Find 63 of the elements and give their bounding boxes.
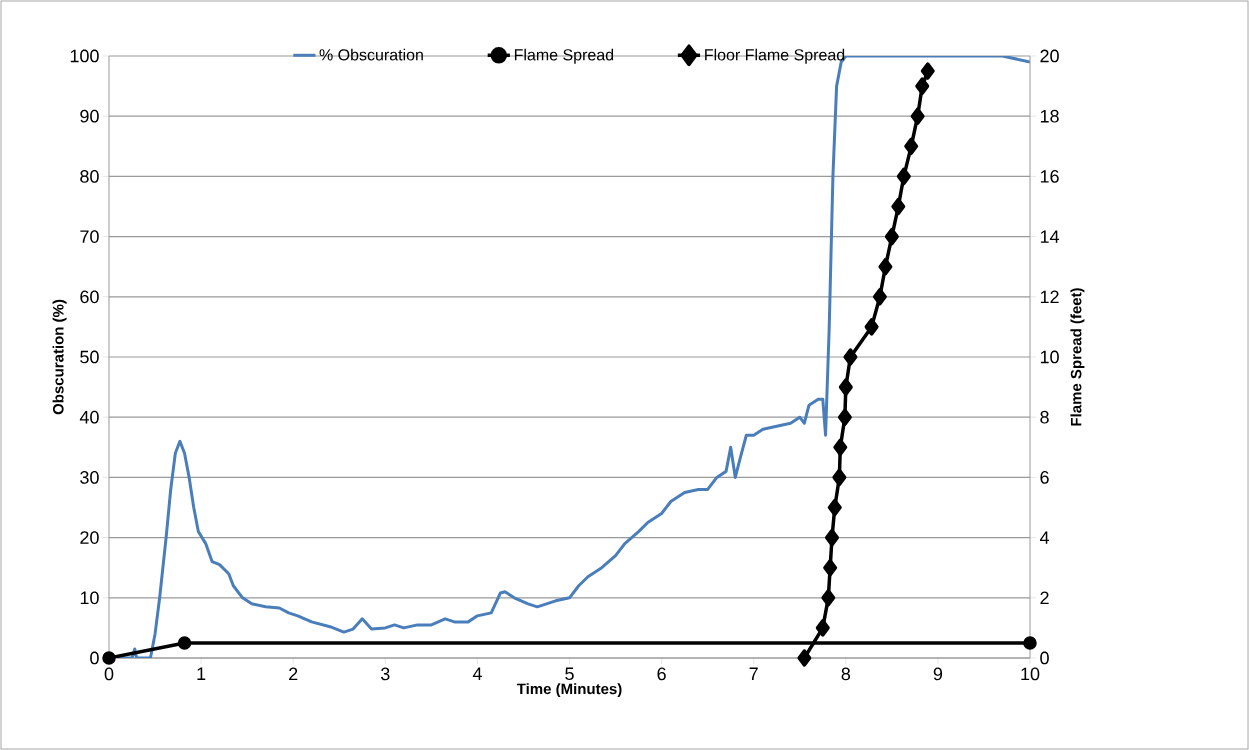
point <box>827 498 842 517</box>
point <box>891 197 906 216</box>
legend-label: Floor Flame Spread <box>705 48 845 64</box>
x-tick-label: 4 <box>472 667 482 680</box>
y2-tick-label: 8 <box>1040 410 1049 424</box>
point <box>884 227 899 246</box>
y2-tick-label: 18 <box>1040 109 1059 123</box>
point <box>177 636 192 650</box>
point <box>838 378 853 396</box>
y2-tick-label: 10 <box>1040 350 1059 364</box>
point <box>832 468 847 487</box>
y-tick-label: 40 <box>79 410 99 424</box>
y-tick-label: 0 <box>90 651 99 665</box>
point <box>843 348 858 366</box>
point <box>102 651 116 665</box>
y2-tick-label: 6 <box>1040 471 1049 484</box>
y2-tick-label: 14 <box>1040 230 1060 243</box>
x-tick-label: 1 <box>197 667 206 680</box>
y-tick-label: 70 <box>80 230 99 243</box>
point <box>797 649 812 667</box>
point <box>896 167 911 186</box>
y-axis-title: Obscuration (%) <box>52 299 67 415</box>
y-tick-label: 50 <box>80 350 99 364</box>
y-tick-label: 60 <box>80 290 99 304</box>
x-tick-label: 2 <box>289 667 298 681</box>
y2-tick-label: 20 <box>1040 49 1059 63</box>
legend-label: % Obscuration <box>319 48 423 61</box>
point <box>878 257 893 276</box>
y-tick-label: 30 <box>80 471 99 484</box>
point <box>825 528 839 547</box>
y2-tick-label: 16 <box>1040 170 1059 183</box>
y2-axis-title: Flame Spread (feet) <box>1070 288 1085 426</box>
y-tick-label: 10 <box>80 591 99 605</box>
point <box>823 558 838 577</box>
x-tick-label: 8 <box>841 667 851 681</box>
point <box>872 288 887 306</box>
y-tick-label: 100 <box>70 49 99 63</box>
point <box>1023 636 1037 650</box>
y2-tick-label: 0 <box>1040 651 1049 665</box>
legend-label: Flame Spread <box>514 48 614 64</box>
y2-tick-label: 2 <box>1040 591 1049 605</box>
y-tick-label: 80 <box>80 170 99 183</box>
point <box>837 408 852 426</box>
x-tick-label: 9 <box>933 667 943 681</box>
point <box>864 318 879 336</box>
y2-tick-label: 4 <box>1039 531 1050 544</box>
point <box>910 107 925 125</box>
y2-tick-label: 12 <box>1040 290 1059 304</box>
x-tick-label: 0 <box>104 667 114 681</box>
x-tick-label: 10 <box>1021 667 1040 681</box>
point <box>815 619 830 637</box>
y-tick-label: 20 <box>80 531 99 544</box>
x-tick-label: 7 <box>749 667 758 680</box>
point <box>821 589 836 607</box>
x-tick-label: 6 <box>657 667 666 681</box>
point <box>833 438 848 457</box>
x-tick-label: 3 <box>380 667 390 681</box>
point <box>904 137 919 156</box>
x-axis-title: Time (Minutes) <box>516 683 622 698</box>
x-tick-label: 5 <box>565 667 574 681</box>
y-tick-label: 90 <box>80 109 99 123</box>
point <box>920 62 935 80</box>
point <box>915 77 930 95</box>
